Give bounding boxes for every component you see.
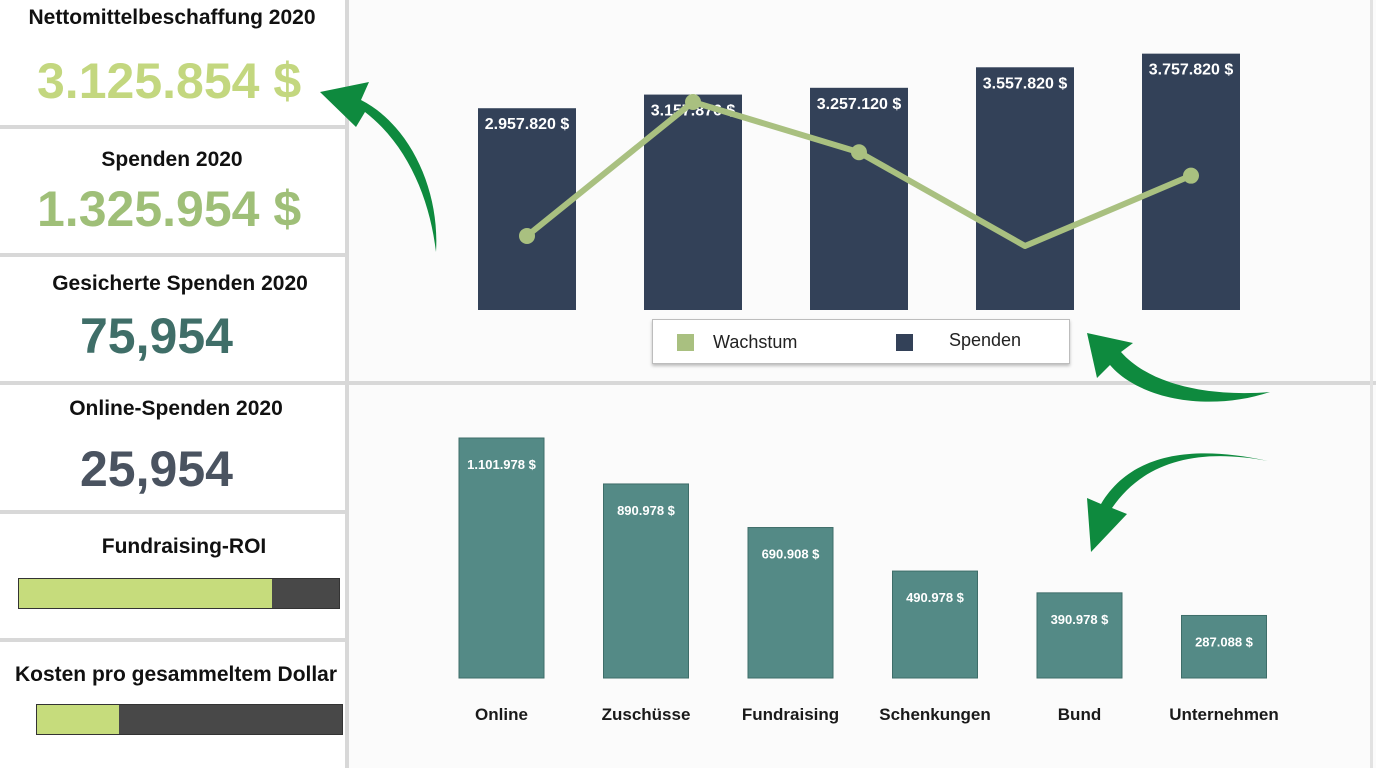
bar-label-category-0: 1.101.978 $ [467, 457, 536, 472]
legend-swatch-wachstum [677, 334, 694, 351]
category-label-2: Fundraising [742, 705, 839, 724]
kpi-title-donations: Spenden 2020 [101, 148, 243, 171]
point-wachstum-0 [519, 227, 535, 244]
kpi-title-cost: Kosten pro gesammeltem Dollar [14, 663, 338, 686]
chart-legend: Wachstum Spenden [652, 319, 1070, 364]
category-label-0: Online [475, 705, 528, 724]
bar-label-spenden-3: 3.557.820 $ [983, 75, 1068, 92]
bar-category-4 [1036, 592, 1123, 679]
category-label-4: Bund [1058, 705, 1101, 724]
column-divider [345, 0, 349, 768]
bar-category-2 [747, 527, 834, 679]
bar-category-1 [603, 483, 689, 679]
bar-label-category-1: 890.978 $ [617, 503, 676, 518]
category-label-3: Schenkungen [879, 705, 990, 724]
kpi-divider [0, 510, 347, 514]
category-label-1: Zuschüsse [602, 705, 691, 724]
kpi-value-net-funds: 3.125.854 $ [37, 53, 302, 109]
point-wachstum-2 [851, 144, 867, 161]
right-edge-divider [1370, 0, 1373, 768]
kpi-card-roi: Fundraising-ROI [0, 514, 344, 638]
kpi-divider [0, 638, 347, 642]
kpi-value-donations: 1.325.954 $ [37, 181, 302, 237]
kpi-divider [0, 253, 347, 257]
legend-label-spenden: Spenden [949, 330, 1022, 350]
bar-label-spenden-0: 2.957.820 $ [485, 116, 570, 133]
kpi-value-secured: 75,954 [80, 308, 233, 364]
kpi-divider [0, 125, 347, 129]
bar-spenden-3 [976, 67, 1074, 310]
bar-label-category-2: 690.908 $ [762, 547, 821, 562]
cost-progress-fill [37, 705, 120, 734]
bar-category-0 [458, 437, 545, 679]
kpi-title-roi: Fundraising-ROI [101, 535, 267, 558]
bar-category-3 [892, 570, 978, 679]
kpi-card-net-funds: Nettomittelbeschaffung 2020 3.125.854 $ [0, 0, 344, 125]
bar-label-category-3: 490.978 $ [906, 590, 965, 605]
kpi-card-secured: Gesicherte Spenden 2020 75,954 [0, 257, 344, 381]
legend-label-wachstum: Wachstum [713, 332, 798, 352]
kpi-card-donations: Spenden 2020 1.325.954 $ [0, 129, 344, 253]
bar-category-5 [1181, 614, 1267, 679]
legend-swatch-spenden [896, 334, 913, 351]
kpi-title-secured: Gesicherte Spenden 2020 [52, 272, 308, 295]
point-wachstum-4 [1183, 167, 1199, 184]
kpi-title-online: Online-Spenden 2020 [69, 397, 283, 420]
bar-label-spenden-4: 3.757.820 $ [1149, 62, 1234, 79]
kpi-title-net-funds: Nettomittelbeschaffung 2020 [28, 6, 316, 29]
cost-progress-bar [36, 704, 343, 735]
point-wachstum-1 [685, 94, 701, 110]
bar-label-category-5: 287.088 $ [1195, 634, 1254, 649]
kpi-card-online: Online-Spenden 2020 25,954 [0, 385, 344, 510]
category-label-5: Unternehmen [1169, 705, 1279, 724]
bar-label-category-4: 390.978 $ [1051, 612, 1110, 627]
bar-spenden-2 [810, 87, 908, 310]
roi-progress-fill [19, 579, 272, 608]
kpi-value-online: 25,954 [80, 441, 233, 497]
roi-progress-bar [18, 578, 340, 609]
kpi-card-cost: Kosten pro gesammeltem Dollar [0, 642, 344, 768]
bar-label-spenden-2: 3.257.120 $ [817, 96, 902, 113]
section-divider [0, 381, 1376, 385]
